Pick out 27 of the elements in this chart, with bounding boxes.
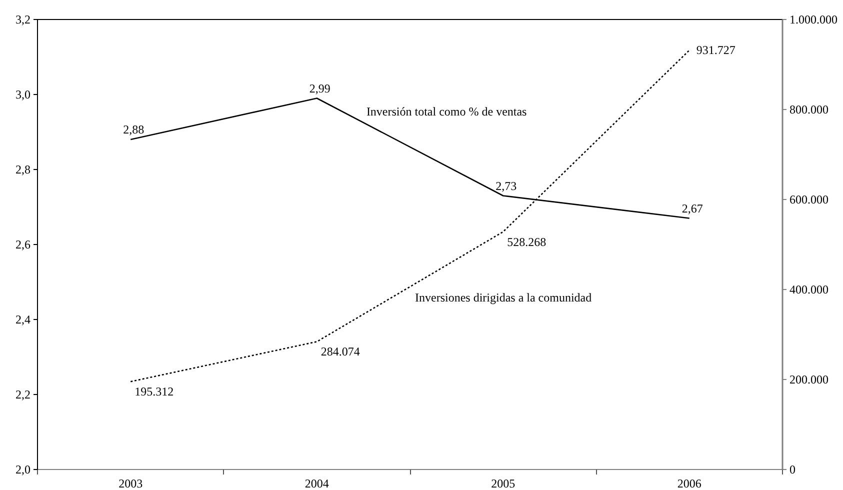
y-tick-label: 2,4 <box>16 312 30 326</box>
y-tick-label: 2,8 <box>16 162 30 176</box>
data-label: 2,67 <box>682 201 703 216</box>
y-tick-label: 2,2 <box>16 388 30 402</box>
y2-tick-label: 400.000 <box>790 282 828 296</box>
data-label: 195.312 <box>134 384 174 399</box>
series-label: Inversión total como % de ventas <box>366 104 528 119</box>
y2-tick-label: 600.000 <box>790 192 828 206</box>
data-label: 2,99 <box>309 81 330 96</box>
y-tick-label: 2,0 <box>16 462 30 476</box>
data-label: 284.074 <box>320 344 360 359</box>
x-tick-label: 2003 <box>118 476 143 490</box>
y2-tick-label: 800.000 <box>790 102 828 116</box>
series-label: Inversiones dirigidas a la comunidad <box>415 290 592 305</box>
data-label: 931.727 <box>696 43 736 58</box>
data-label: 2,73 <box>496 178 517 193</box>
y2-tick-label: 1.000.000 <box>790 12 838 26</box>
y-tick-label: 3,2 <box>16 12 30 26</box>
x-tick-label: 2005 <box>491 476 516 490</box>
y-tick-label: 2,6 <box>16 238 30 252</box>
y2-tick-label: 200.000 <box>790 372 828 386</box>
y-tick-label: 3,0 <box>16 88 30 102</box>
x-tick-label: 2004 <box>304 476 329 490</box>
x-tick-label: 2006 <box>677 476 702 490</box>
data-label: 2,88 <box>123 122 144 136</box>
y2-tick-label: 0 <box>790 462 796 476</box>
data-label: 528.268 <box>507 234 546 249</box>
